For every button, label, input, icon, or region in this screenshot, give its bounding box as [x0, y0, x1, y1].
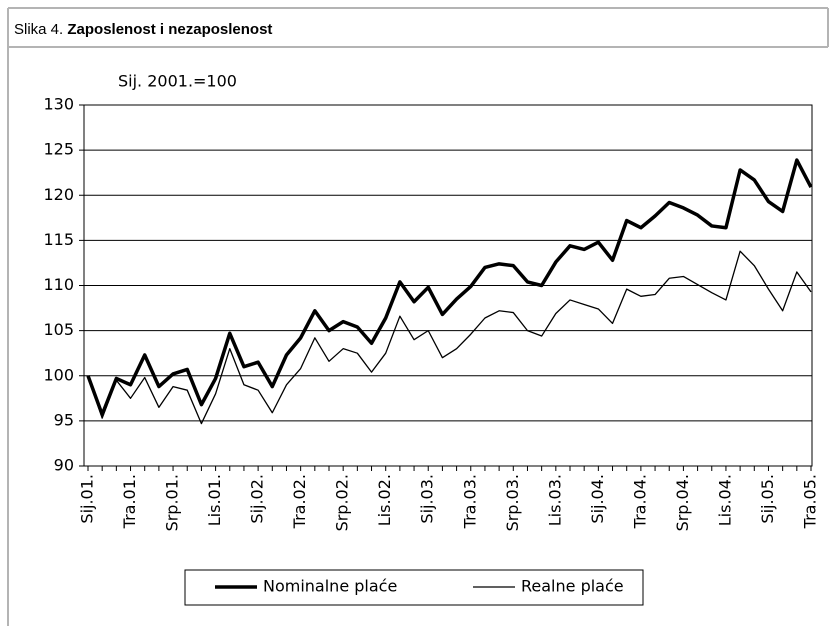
- x-tick-label: Sij.04.: [588, 474, 607, 524]
- y-axis-label: Sij. 2001.=100: [118, 72, 237, 91]
- y-tick-label: 120: [43, 185, 74, 204]
- x-tick-label: Tra.04.: [630, 474, 649, 529]
- x-tick-label: Sij.01.: [78, 474, 97, 524]
- x-tick-label: Tra.03.: [460, 474, 479, 529]
- x-tick-label: Lis.02.: [375, 474, 394, 526]
- x-tick-label: Srp.01.: [163, 474, 182, 531]
- x-tick-label: Sij.02.: [248, 474, 267, 524]
- chart-title: Zaposlenost i nezaposlenost: [67, 21, 272, 38]
- figure-title: Slika 4. Zaposlenost i nezaposlenost: [14, 21, 272, 38]
- legend-box: [184, 569, 644, 606]
- legend-label: Realne plaće: [521, 577, 624, 596]
- series-line: [86, 158, 813, 417]
- series-line: [87, 250, 812, 425]
- x-tick-label: Lis.01.: [205, 474, 224, 526]
- x-tick-label: Srp.02.: [333, 474, 352, 531]
- x-tick-label: Tra.05.: [801, 474, 820, 529]
- y-tick-label: 105: [43, 320, 74, 339]
- y-tick-label: 90: [54, 456, 74, 475]
- y-tick-label: 95: [54, 410, 74, 429]
- y-tick-label: 125: [43, 140, 74, 159]
- y-tick-label: 110: [43, 275, 74, 294]
- x-tick-label: Sij.05.: [758, 474, 777, 524]
- x-tick-label: Tra.01.: [120, 474, 139, 529]
- x-tick-label: Lis.03.: [545, 474, 564, 526]
- y-tick-label: 115: [43, 230, 74, 249]
- x-tick-label: Tra.02.: [290, 474, 309, 529]
- legend-label: Nominalne plaće: [263, 577, 397, 596]
- plot-border: [83, 104, 813, 467]
- figure-label: Slika 4.: [14, 21, 63, 38]
- y-tick-label: 100: [43, 365, 74, 384]
- x-tick-label: Lis.04.: [715, 474, 734, 526]
- y-tick-label: 130: [43, 95, 74, 114]
- x-tick-label: Srp.04.: [673, 474, 692, 531]
- x-tick-label: Srp.03.: [503, 474, 522, 531]
- x-tick-label: Sij.03.: [418, 474, 437, 524]
